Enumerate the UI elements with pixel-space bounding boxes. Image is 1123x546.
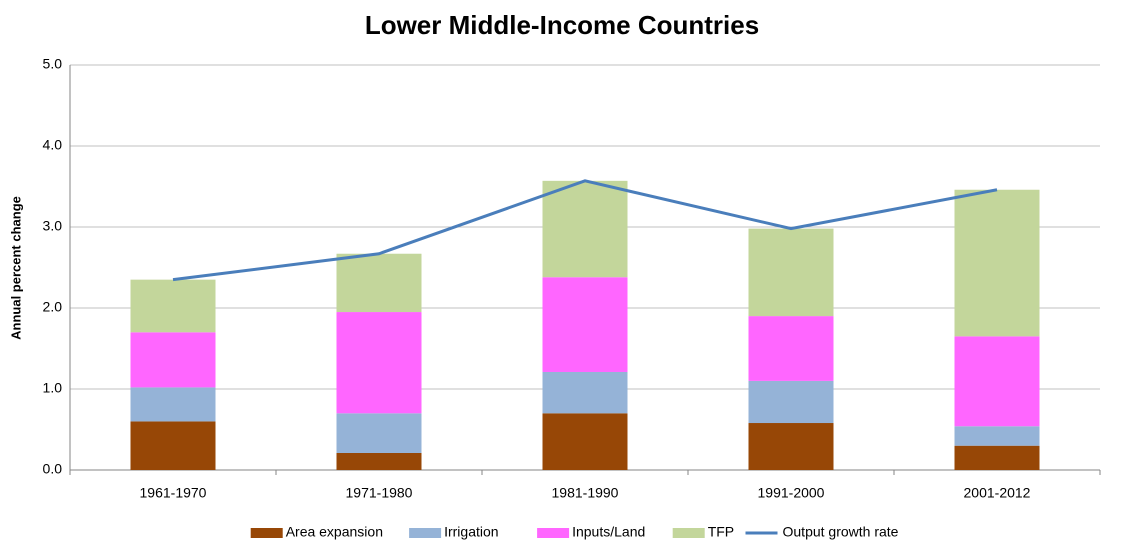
x-tick-label: 1961-1970: [140, 485, 207, 501]
bar-segment: [954, 426, 1040, 446]
bar-segment: [336, 253, 422, 313]
y-axis-label: Annual percent change: [8, 196, 23, 340]
bar-segment: [336, 413, 422, 453]
legend-label: Area expansion: [286, 524, 383, 540]
bar-segment: [336, 452, 422, 470]
bar-segment: [954, 445, 1040, 470]
legend-swatch: [250, 528, 283, 538]
legend-swatch: [672, 528, 705, 538]
x-tick-label: 1971-1980: [346, 485, 413, 501]
x-tick-label: 1991-2000: [758, 485, 825, 501]
legend-label: TFP: [708, 524, 734, 540]
chart-title: Lower Middle-Income Countries: [365, 10, 759, 40]
bar-segment: [130, 332, 216, 388]
legend-swatch: [409, 528, 442, 538]
bar-segment: [130, 279, 216, 333]
bar-segment: [542, 413, 628, 470]
bar-segment: [748, 228, 834, 317]
y-tick-label: 5.0: [43, 56, 63, 72]
y-tick-label: 0.0: [43, 461, 63, 477]
x-tick-label: 2001-2012: [964, 485, 1031, 501]
bar-segment: [542, 180, 628, 278]
line: [172, 179, 998, 282]
bar-segment: [954, 336, 1040, 427]
legend-label: Irrigation: [444, 524, 498, 540]
bar-segment: [336, 312, 422, 414]
x-tick-label: 1981-1990: [552, 485, 619, 501]
bar-segment: [748, 380, 834, 424]
bar-segment: [954, 189, 1040, 337]
bar-segment: [130, 421, 216, 470]
y-tick-label: 4.0: [43, 137, 63, 153]
legend-swatch: [537, 528, 570, 538]
bar-segment: [542, 371, 628, 414]
bar-segment: [748, 316, 834, 381]
bar-segment: [542, 277, 628, 372]
bar-segment: [130, 387, 216, 422]
y-tick-label: 2.0: [43, 299, 63, 315]
legend-label: Output growth rate: [783, 524, 899, 540]
y-tick-label: 1.0: [43, 380, 63, 396]
bar-segment: [748, 423, 834, 470]
y-tick-label: 3.0: [43, 218, 63, 234]
legend-label: Inputs/Land: [572, 524, 645, 540]
